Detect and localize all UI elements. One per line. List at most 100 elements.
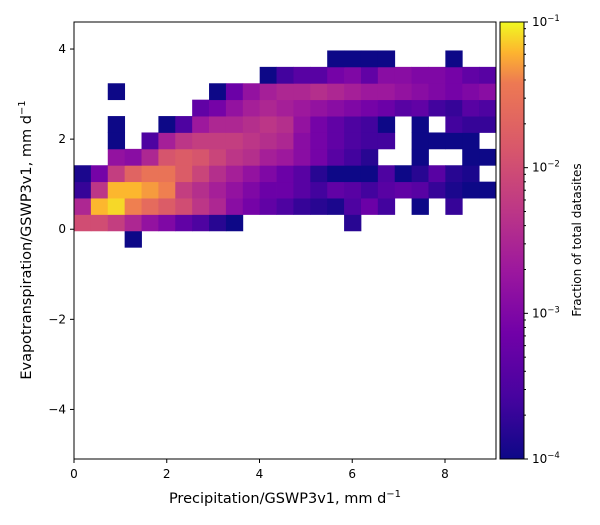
heatmap-cell bbox=[344, 198, 362, 215]
heatmap-cell bbox=[209, 214, 227, 232]
heatmap-cell bbox=[158, 214, 176, 232]
heatmap-cell bbox=[462, 83, 480, 101]
heatmap-cell bbox=[141, 181, 159, 199]
heatmap-cell bbox=[192, 198, 210, 215]
heatmap-cell bbox=[344, 116, 362, 133]
heatmap-cell bbox=[242, 132, 261, 150]
heatmap-cell bbox=[209, 148, 227, 166]
heatmap-cell bbox=[377, 50, 396, 68]
heatmap-cell bbox=[107, 214, 126, 232]
heatmap-cells bbox=[74, 50, 497, 248]
heatmap-cell bbox=[225, 132, 244, 150]
heatmap-cell bbox=[360, 148, 379, 166]
heatmap-cell bbox=[360, 66, 379, 84]
heatmap-cell bbox=[445, 66, 463, 84]
colorbar-tick-label: 10−3 bbox=[532, 305, 560, 320]
heatmap-cell bbox=[411, 132, 429, 150]
heatmap-cell bbox=[344, 181, 362, 199]
heatmap-cell bbox=[394, 181, 412, 199]
heatmap-cell bbox=[293, 66, 311, 84]
heatmap-cell bbox=[158, 148, 176, 166]
heatmap-cell bbox=[428, 83, 446, 101]
heatmap-cell bbox=[276, 99, 294, 117]
heatmap-cell bbox=[293, 181, 311, 199]
heatmap-cell bbox=[310, 83, 328, 101]
colorbar-tick-label: 10−2 bbox=[532, 160, 560, 175]
heatmap-cell bbox=[209, 99, 227, 117]
heatmap-cell bbox=[428, 165, 446, 183]
heatmap-cell bbox=[310, 116, 328, 133]
heatmap-cell bbox=[124, 198, 142, 215]
y-tick-label: −2 bbox=[48, 312, 66, 326]
heatmap-cell bbox=[293, 148, 311, 166]
heatmap-cell bbox=[293, 116, 311, 133]
colorbar-label: Fraction of total datasites bbox=[570, 163, 584, 316]
heatmap-cell bbox=[377, 198, 396, 215]
heatmap-cell bbox=[259, 181, 277, 199]
heatmap-cell bbox=[259, 198, 277, 215]
heatmap-cell bbox=[158, 116, 176, 133]
colorbar-tick-label: 10−4 bbox=[532, 451, 560, 466]
heatmap-cell bbox=[90, 181, 109, 199]
heatmap-cell bbox=[242, 148, 261, 166]
heatmap-cell bbox=[175, 132, 193, 150]
heatmap-cell bbox=[225, 116, 244, 133]
heatmap-cell bbox=[141, 132, 159, 150]
heatmap-cell bbox=[377, 116, 396, 133]
heatmap-cell bbox=[276, 148, 294, 166]
heatmap-cell bbox=[107, 181, 126, 199]
heatmap-cell bbox=[377, 165, 396, 183]
heatmap-cell bbox=[107, 198, 126, 215]
heatmap-cell bbox=[90, 198, 109, 215]
heatmap-cell bbox=[327, 181, 345, 199]
heatmap-cell bbox=[428, 181, 446, 199]
colorbar-tick-label: 10−1 bbox=[532, 14, 560, 29]
x-axis-label: Precipitation/GSWP3v1, mm d−1 bbox=[169, 489, 401, 507]
heatmap-cell bbox=[74, 214, 92, 232]
heatmap-cell bbox=[192, 116, 210, 133]
heatmap-cell bbox=[327, 50, 345, 68]
heatmap-cell bbox=[411, 83, 429, 101]
heatmap-cell bbox=[462, 66, 480, 84]
colorbar-gradient bbox=[499, 21, 525, 460]
heatmap-cell bbox=[327, 132, 345, 150]
heatmap-cell bbox=[225, 83, 244, 101]
heatmap-cell bbox=[259, 116, 277, 133]
heatmap-cell bbox=[377, 132, 396, 150]
plot-frame bbox=[73, 21, 497, 460]
heatmap-cell bbox=[276, 165, 294, 183]
heatmap-cell bbox=[344, 83, 362, 101]
heatmap-cell bbox=[107, 165, 126, 183]
heatmap-cell bbox=[344, 66, 362, 84]
heatmap-cell bbox=[360, 198, 379, 215]
heatmap-cell bbox=[445, 50, 463, 68]
heatmap-cell bbox=[327, 198, 345, 215]
heatmap-cell bbox=[327, 116, 345, 133]
heatmap-cell bbox=[360, 132, 379, 150]
plot-area: 0 2 4 6 8 −4 −2 0 2 4 bbox=[48, 21, 497, 481]
heatmap-cell bbox=[276, 132, 294, 150]
colorbar-ticks: 10−4 10−3 10−2 10−1 bbox=[524, 14, 560, 466]
heatmap-cell bbox=[175, 148, 193, 166]
heatmap-cell bbox=[276, 198, 294, 215]
heatmap-cell bbox=[377, 66, 396, 84]
heatmap-cell bbox=[225, 198, 244, 215]
heatmap-cell bbox=[175, 214, 193, 232]
heatmap-cell bbox=[394, 83, 412, 101]
heatmap-cell bbox=[479, 83, 497, 101]
heatmap-cell bbox=[479, 148, 497, 166]
heatmap-cell bbox=[344, 132, 362, 150]
heatmap-cell bbox=[479, 181, 497, 199]
heatmap-cell bbox=[124, 181, 142, 199]
heatmap-cell bbox=[327, 165, 345, 183]
heatmap-cell bbox=[377, 99, 396, 117]
heatmap-cell bbox=[327, 83, 345, 101]
heatmap-cell bbox=[124, 230, 142, 248]
heatmap-cell bbox=[462, 116, 480, 133]
heatmap-cell bbox=[293, 198, 311, 215]
heatmap-cell bbox=[209, 116, 227, 133]
heatmap-cell bbox=[344, 50, 362, 68]
heatmap-cell bbox=[327, 99, 345, 117]
heatmap-cell bbox=[158, 165, 176, 183]
heatmap-cell bbox=[276, 181, 294, 199]
